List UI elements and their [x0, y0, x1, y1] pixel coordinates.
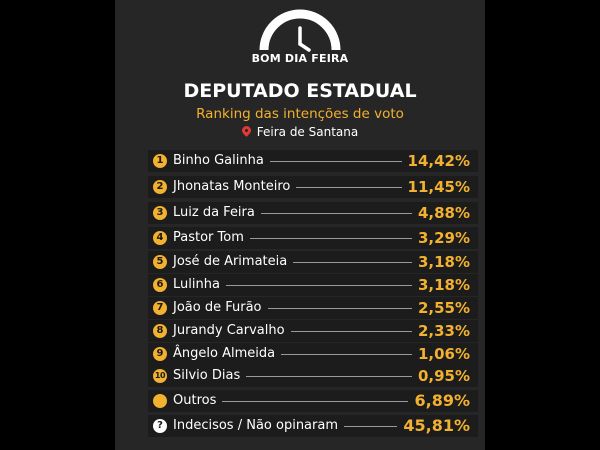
- table-row: ? Indecisos / Não opinaram 45,81%: [148, 415, 478, 437]
- leader-line: [344, 426, 397, 427]
- rank-badge: 7: [153, 301, 167, 315]
- candidate-name: Indecisos / Não opinaram: [173, 418, 339, 433]
- location: Feira de Santana: [115, 124, 485, 139]
- page-subtitle: Ranking das intenções de voto: [196, 106, 404, 122]
- table-row: Outros 6,89%: [148, 390, 478, 412]
- candidate-name: Jurandy Carvalho: [173, 323, 285, 338]
- table-row: 1 Binho Galinha 14,42%: [148, 150, 478, 172]
- candidate-name: Ângelo Almeida: [173, 346, 276, 361]
- leader-line: [296, 187, 402, 188]
- vote-percentage: 0,95%: [417, 367, 470, 385]
- table-row: 8 Jurandy Carvalho 2,33%: [148, 320, 478, 342]
- leader-line: [226, 285, 412, 286]
- rank-badge: 10: [153, 369, 167, 383]
- leader-line: [250, 238, 412, 239]
- leader-line: [270, 161, 402, 162]
- table-row: 9 Ângelo Almeida 1,06%: [148, 343, 478, 365]
- candidate-name: Binho Galinha: [173, 153, 264, 168]
- vote-percentage: 6,89%: [414, 391, 470, 410]
- ranking-table: 1 Binho Galinha 14,42% 2 Jhonatas Monteiro 11…: [115, 0, 485, 450]
- rank-badge: 5: [153, 255, 167, 269]
- candidate-name: João de Furão: [173, 300, 262, 315]
- leader-line: [222, 401, 408, 402]
- vote-percentage: 4,88%: [417, 204, 470, 222]
- vote-percentage: 2,55%: [417, 299, 470, 317]
- vote-percentage: 3,18%: [417, 253, 470, 271]
- candidate-name: Jhonatas Monteiro: [173, 179, 291, 194]
- table-row: 2 Jhonatas Monteiro 11,45%: [148, 176, 478, 198]
- table-row: 4 Pastor Tom 3,29%: [148, 227, 478, 249]
- rank-badge: 6: [153, 278, 167, 292]
- rank-badge: 9: [153, 347, 167, 361]
- rank-badge: 3: [153, 206, 167, 220]
- vote-percentage: 3,29%: [417, 229, 470, 247]
- leader-line: [261, 213, 412, 214]
- rank-badge: 1: [153, 154, 167, 168]
- candidate-name: Outros: [173, 393, 217, 408]
- location-label: Feira de Santana: [256, 125, 359, 139]
- question-badge-icon: ?: [153, 419, 167, 433]
- brand-logo-text: BOM DIA FEIRA: [251, 52, 349, 65]
- candidate-name: José de Arimateia: [173, 254, 288, 269]
- rank-badge: 8: [153, 324, 167, 338]
- candidate-name: Lulinha: [173, 277, 220, 292]
- table-row: 3 Luiz da Feira 4,88%: [148, 202, 478, 224]
- table-row: 6 Lulinha 3,18%: [148, 274, 478, 296]
- vote-percentage: 14,42%: [407, 152, 470, 170]
- poster: BOM DIA FEIRA DEPUTADO ESTADUAL Ranking …: [115, 0, 485, 450]
- dot-badge-icon: [153, 394, 167, 408]
- leader-line: [268, 308, 412, 309]
- candidate-name: Luiz da Feira: [173, 205, 255, 220]
- vote-percentage: 11,45%: [407, 178, 470, 196]
- clock-logo-icon: [259, 9, 341, 52]
- candidate-name: Pastor Tom: [173, 230, 244, 245]
- leader-line: [291, 331, 412, 332]
- rank-badge: 4: [153, 231, 167, 245]
- rank-badge: 2: [153, 180, 167, 194]
- leader-line: [246, 376, 412, 377]
- vote-percentage: 3,18%: [417, 276, 470, 294]
- vote-percentage: 1,06%: [417, 345, 470, 363]
- candidate-name: Silvio Dias: [173, 368, 241, 383]
- vote-percentage: 2,33%: [417, 322, 470, 340]
- table-row: 7 João de Furão 2,55%: [148, 297, 478, 319]
- leader-line: [281, 354, 412, 355]
- table-row: 10 Silvio Dias 0,95%: [148, 365, 478, 387]
- table-row: 5 José de Arimateia 3,18%: [148, 251, 478, 273]
- page-title: DEPUTADO ESTADUAL: [183, 80, 417, 102]
- leader-line: [293, 262, 412, 263]
- vote-percentage: 45,81%: [403, 416, 470, 435]
